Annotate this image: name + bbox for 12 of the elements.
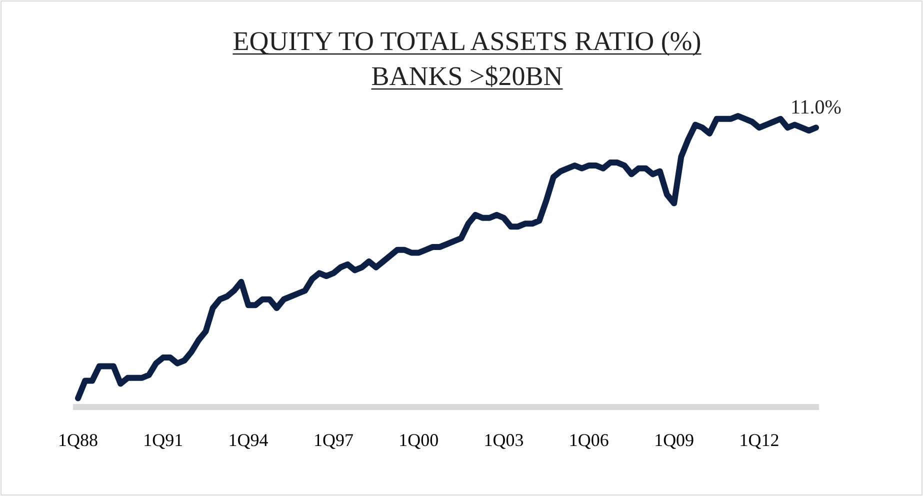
chart-title: EQUITY TO TOTAL ASSETS RATIO (%) — [232, 26, 702, 56]
x-tick-label: 1Q88 — [58, 430, 98, 450]
x-tick-label: 1Q94 — [228, 430, 268, 450]
chart-subtitle: BANKS >$20BN — [371, 61, 563, 91]
x-tick-label: 1Q12 — [739, 430, 780, 450]
x-tick-label: 1Q09 — [654, 430, 694, 450]
x-tick-label: 1Q00 — [398, 430, 439, 450]
x-tick-label: 1Q97 — [313, 430, 354, 450]
x-tick-label: 1Q03 — [484, 430, 524, 450]
x-tick-label: 1Q06 — [568, 430, 609, 450]
x-tick-label: 1Q91 — [143, 430, 184, 450]
annotation: 11.0% — [790, 96, 842, 119]
